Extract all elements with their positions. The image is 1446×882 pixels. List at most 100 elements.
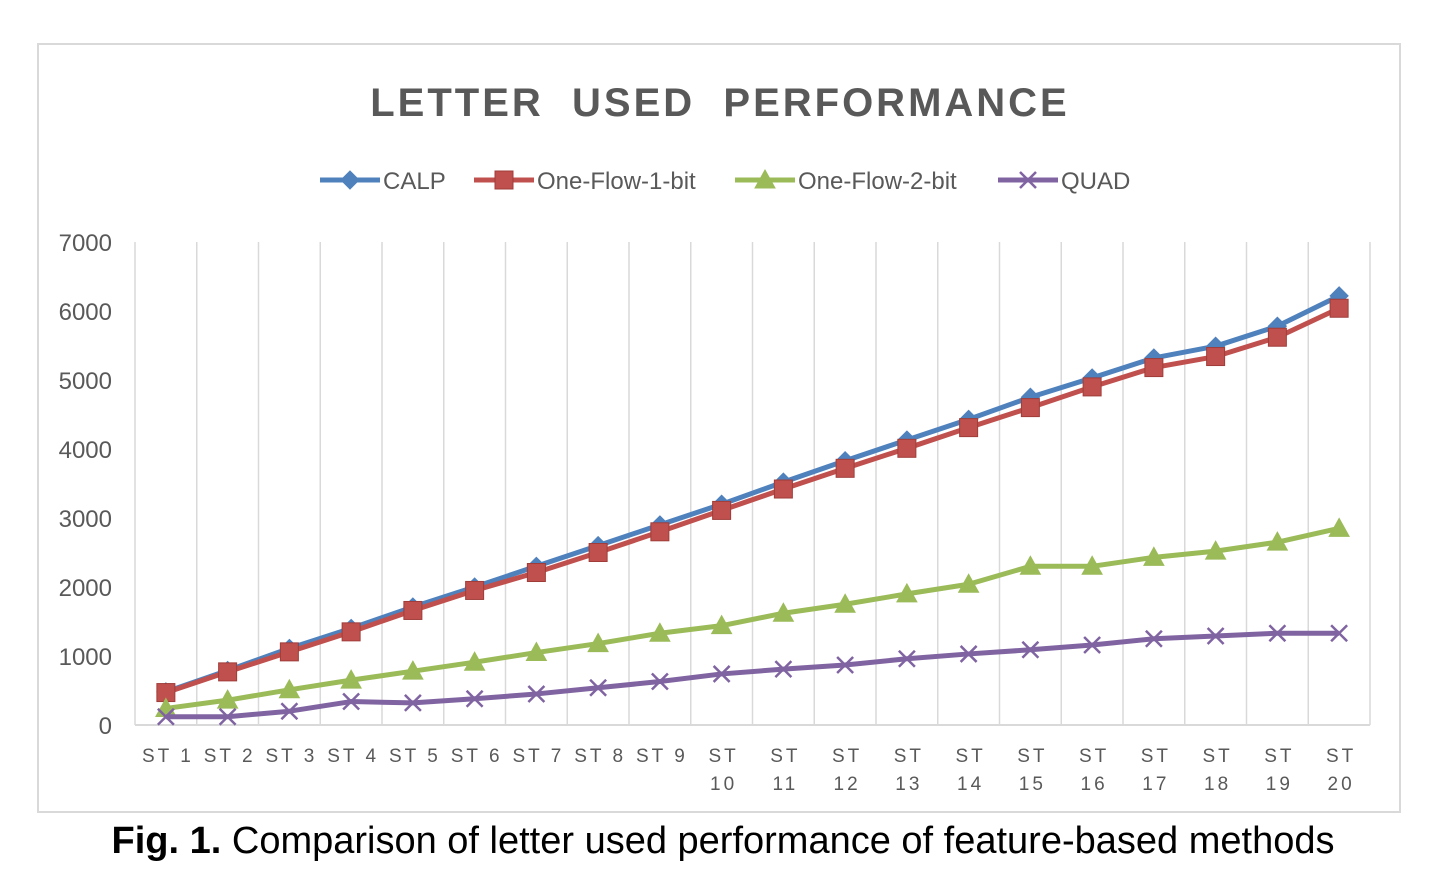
x-tick-label: ST 5 (389, 746, 441, 767)
one-flow-1-bit-point (835, 458, 855, 478)
x-tick-label: ST 6 (451, 746, 503, 767)
y-axis: 0 1000 2000 3000 4000 5000 6000 7000 (59, 230, 112, 740)
x-tick-label: ST 11 (770, 746, 800, 795)
quad-point (156, 707, 175, 726)
chart-title: LETTER USED PERFORMANCE (370, 81, 1069, 125)
one-flow-1-bit-point (526, 563, 546, 583)
line-chart: LETTER USED PERFORMANCE CALP One-Flow-1-b… (59, 81, 1371, 795)
y-tick-label: 6000 (59, 299, 112, 326)
y-tick-label: 0 (99, 713, 112, 740)
one-flow-2-bit-point (710, 614, 733, 635)
quad-point (403, 694, 422, 712)
one-flow-2-bit-point (278, 678, 301, 699)
y-tick-label: 4000 (59, 437, 112, 464)
x-tick-label: ST 10 (708, 746, 738, 795)
one-flow-2-bit-point (1328, 517, 1350, 537)
quad-point (836, 656, 855, 674)
one-flow-1-bit-point (1020, 398, 1040, 418)
quad-point (774, 660, 793, 678)
one-flow-1-bit-point (279, 642, 299, 662)
quad-point (1083, 636, 1102, 654)
x-tick-label: ST 8 (574, 746, 626, 767)
one-flow-1-bit-point (773, 479, 793, 499)
one-flow-1-bit-point (650, 522, 670, 542)
x-tick-label: ST 12 (832, 746, 862, 795)
quad-point (897, 649, 916, 668)
gridlines (134, 242, 1371, 726)
one-flow-2-bit-point (834, 593, 856, 613)
quad-point (280, 702, 299, 721)
legend-label: One-Flow-1-bit (537, 168, 696, 195)
one-flow-1-bit-point (897, 438, 917, 458)
series-one-flow-1-bit (156, 298, 1349, 703)
quad-point (1144, 629, 1163, 648)
legend-item-one-flow-1-bit: One-Flow-1-bit (474, 168, 696, 195)
one-flow-2-bit-point (525, 641, 548, 662)
one-flow-2-bit-point (340, 669, 362, 689)
legend-quad-point (1019, 171, 1037, 189)
one-flow-1-bit-point (465, 580, 485, 600)
quad-point (218, 707, 237, 726)
x-tick-label: ST 9 (636, 746, 688, 767)
legend-one-flow-1-bit-point (494, 170, 514, 190)
series-line-one-flow-2-bit (165, 525, 1340, 711)
one-flow-2-bit-point (1019, 555, 1042, 575)
quad-point (465, 689, 484, 708)
x-tick-label: ST 15 (1017, 746, 1047, 795)
x-axis: ST 1 ST 2 ST 3 ST 4 ST 5 ST 6 ST 7 ST 8 ST 9 ST 10… (142, 746, 1356, 795)
y-tick-label: 5000 (59, 368, 112, 395)
one-flow-2-bit-point (649, 622, 671, 642)
quad-point (527, 685, 546, 703)
one-flow-1-bit-point (1329, 298, 1349, 318)
x-tick-label: ST 13 (894, 746, 924, 795)
one-flow-2-bit-point (463, 651, 486, 671)
figure-caption: Fig. 1. Comparison of letter used perfor… (0, 820, 1446, 863)
legend-item-quad: QUAD (998, 168, 1130, 195)
x-tick-label: ST 16 (1079, 746, 1109, 795)
one-flow-2-bit-point (216, 689, 239, 709)
one-flow-2-bit-point (1143, 546, 1165, 566)
x-tick-label: ST 3 (265, 746, 317, 767)
one-flow-1-bit-point (1082, 377, 1102, 397)
quad-point (650, 672, 669, 691)
one-flow-1-bit-point (218, 662, 238, 682)
chart-frame (37, 43, 1401, 813)
quad-point (712, 665, 731, 683)
legend-one-flow-2-bit-point (754, 168, 776, 189)
y-tick-label: 3000 (59, 506, 112, 533)
one-flow-2-bit-point (957, 573, 980, 593)
x-tick-label: ST 4 (327, 746, 379, 767)
one-flow-2-bit-point (1204, 540, 1227, 560)
x-tick-label: ST 19 (1264, 746, 1294, 795)
caption-text: Comparison of letter used performance of… (231, 820, 1335, 862)
y-tick-label: 1000 (59, 644, 112, 671)
one-flow-1-bit-point (1267, 327, 1287, 347)
x-tick-label: ST 2 (204, 746, 256, 767)
series-quad (156, 624, 1349, 726)
one-flow-2-bit-point (896, 582, 918, 603)
quad-point (959, 645, 978, 663)
caption-label: Fig. 1. (111, 820, 222, 862)
x-tick-label: ST 17 (1141, 746, 1171, 795)
x-tick-label: ST 1 (142, 746, 194, 767)
series-line-calp (165, 293, 1341, 695)
quad-point (1021, 640, 1040, 659)
x-tick-label: ST 18 (1202, 746, 1232, 795)
one-flow-1-bit-point (341, 622, 361, 642)
series-line-one-flow-1-bit (165, 305, 1341, 695)
legend-item-calp: CALP (320, 168, 446, 195)
series-layer (155, 286, 1350, 726)
x-tick-label: ST 20 (1326, 746, 1356, 795)
legend: CALP One-Flow-1-bit One-Flow-2-bit QUAD (320, 168, 1130, 195)
quad-point (1268, 624, 1287, 643)
series-one-flow-2-bit (155, 517, 1350, 717)
quad-point (1330, 624, 1349, 643)
legend-item-one-flow-2-bit: One-Flow-2-bit (735, 168, 957, 195)
legend-label: QUAD (1061, 168, 1130, 195)
series-line-quad (165, 630, 1340, 720)
one-flow-2-bit-point (1266, 531, 1289, 551)
legend-calp-point (340, 170, 360, 190)
quad-point (1206, 627, 1225, 645)
x-tick-label: ST 7 (512, 746, 564, 767)
one-flow-1-bit-point (1144, 358, 1164, 378)
